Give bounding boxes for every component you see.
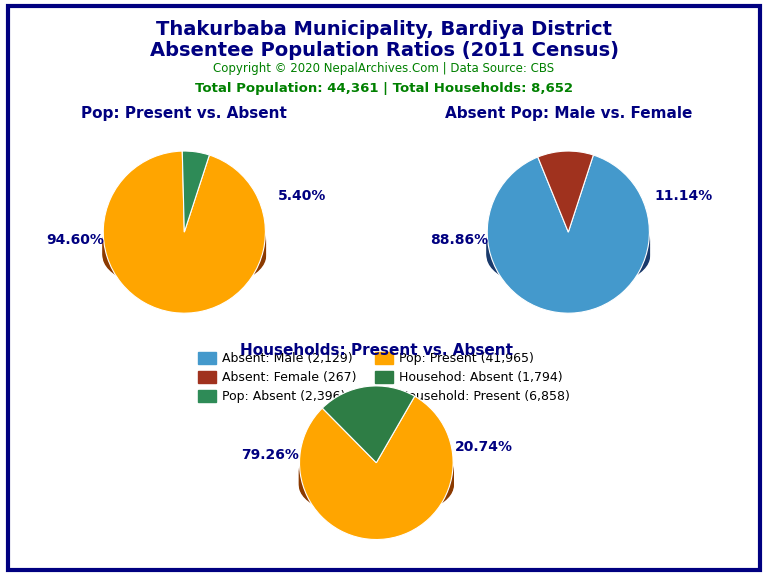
Ellipse shape [103,209,266,278]
Text: Total Population: 44,361 | Total Households: 8,652: Total Population: 44,361 | Total Househo… [195,82,573,96]
Text: Copyright © 2020 NepalArchives.Com | Data Source: CBS: Copyright © 2020 NepalArchives.Com | Dat… [214,62,554,75]
Ellipse shape [300,441,453,506]
Ellipse shape [103,220,266,289]
Ellipse shape [487,211,650,281]
Text: 88.86%: 88.86% [430,233,488,247]
Ellipse shape [300,442,453,507]
Wedge shape [538,151,594,232]
Text: 11.14%: 11.14% [654,188,713,203]
Ellipse shape [103,217,266,286]
Ellipse shape [487,216,650,285]
Ellipse shape [103,222,266,290]
Ellipse shape [103,207,266,276]
Wedge shape [103,151,266,313]
Ellipse shape [300,449,453,514]
Ellipse shape [487,210,650,279]
Ellipse shape [300,439,453,504]
Legend: Absent: Male (2,129), Absent: Female (267), Pop: Absent (2,396), Pop: Present (4: Absent: Male (2,129), Absent: Female (26… [194,347,574,408]
Ellipse shape [103,206,266,275]
Wedge shape [182,151,210,232]
Text: 94.60%: 94.60% [46,233,104,247]
Ellipse shape [103,213,266,282]
Ellipse shape [300,438,453,503]
Text: 79.26%: 79.26% [241,448,300,462]
Ellipse shape [300,453,453,518]
Ellipse shape [300,445,453,510]
Ellipse shape [487,206,650,275]
Ellipse shape [487,213,650,282]
Text: Absentee Population Ratios (2011 Census): Absentee Population Ratios (2011 Census) [150,41,618,60]
Ellipse shape [487,214,650,283]
Ellipse shape [103,219,266,287]
Ellipse shape [300,443,453,509]
Ellipse shape [300,448,453,513]
Title: Absent Pop: Male vs. Female: Absent Pop: Male vs. Female [445,107,692,122]
Ellipse shape [300,452,453,517]
Ellipse shape [487,207,650,276]
Text: 20.74%: 20.74% [455,441,513,454]
Ellipse shape [103,214,266,283]
Ellipse shape [487,219,650,287]
Ellipse shape [487,209,650,278]
Title: Pop: Present vs. Absent: Pop: Present vs. Absent [81,107,287,122]
Ellipse shape [487,217,650,286]
Ellipse shape [487,220,650,289]
Ellipse shape [487,222,650,290]
Ellipse shape [103,216,266,285]
Wedge shape [323,386,415,463]
Ellipse shape [300,450,453,516]
Ellipse shape [103,210,266,279]
Text: 5.40%: 5.40% [278,188,326,203]
Text: Thakurbaba Municipality, Bardiya District: Thakurbaba Municipality, Bardiya Distric… [156,20,612,39]
Wedge shape [487,155,650,313]
Wedge shape [300,396,453,540]
Ellipse shape [300,446,453,511]
Ellipse shape [103,211,266,281]
Title: Households: Present vs. Absent: Households: Present vs. Absent [240,343,513,358]
